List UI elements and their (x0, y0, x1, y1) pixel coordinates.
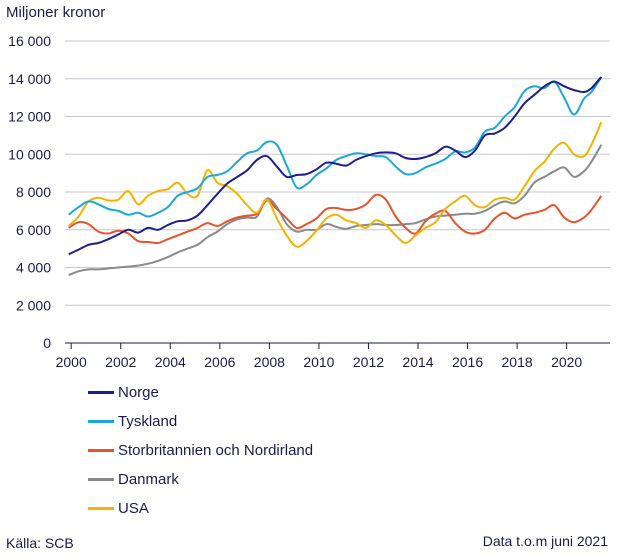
legend-item-norge: Norge (88, 378, 313, 407)
legend-label-tyskland: Tyskland (118, 413, 178, 430)
legend-swatch-usa (88, 507, 114, 510)
x-tick-label: 2020 (551, 354, 582, 370)
x-tick-label: 2016 (452, 354, 483, 370)
legend-swatch-tyskland (88, 420, 114, 423)
y-tick-label: 14 000 (8, 71, 51, 87)
x-tick-label: 2018 (502, 354, 533, 370)
y-axis-label: Miljoner kronor (6, 4, 106, 21)
series-line-norge (68, 76, 603, 256)
data-note: Data t.o.m juni 2021 (482, 533, 608, 549)
y-tick-label: 0 (43, 335, 51, 351)
legend-label-danmark: Danmark (118, 471, 179, 488)
series-line-danmark (68, 144, 603, 277)
legend-swatch-norge (88, 391, 114, 394)
legend-item-danmark: Danmark (88, 465, 313, 494)
y-tick-label: 8 000 (16, 184, 51, 200)
series-line-storbritannien (68, 193, 603, 245)
x-tick-label: 2004 (155, 354, 186, 370)
series-lines (68, 76, 603, 277)
series-line-tyskland (68, 76, 603, 218)
x-tick-label: 2014 (402, 354, 433, 370)
y-tick-label: 10 000 (8, 146, 51, 162)
legend-swatch-danmark (88, 478, 114, 481)
legend-swatch-storbritannien (88, 449, 114, 452)
x-tick-labels: 2000 2002 2004 2006 2008 2010 2012 2014 2016 2018… (56, 354, 583, 370)
legend: Norge Tyskland Storbritannien och Nordir… (88, 378, 313, 523)
x-tick-label: 2002 (105, 354, 136, 370)
legend-item-tyskland: Tyskland (88, 407, 313, 436)
line-chart: 0 2 000 4 000 6 000 8 000 10 000 12 000 14 000 1… (8, 33, 610, 370)
legend-label-storbritannien: Storbritannien och Nordirland (118, 442, 314, 459)
grid-lines (65, 40, 610, 349)
legend-item-storbritannien: Storbritannien och Nordirland (88, 436, 313, 465)
x-tick-label: 2008 (254, 354, 285, 370)
legend-label-norge: Norge (118, 384, 159, 401)
x-tick-label: 2012 (353, 354, 384, 370)
legend-item-usa: USA (88, 494, 313, 523)
x-tick-label: 2010 (303, 354, 334, 370)
y-tick-labels: 0 2 000 4 000 6 000 8 000 10 000 12 000 14 000 1… (8, 33, 51, 351)
source-text: Källa: SCB (6, 535, 74, 551)
x-tick-label: 2000 (56, 354, 87, 370)
y-tick-label: 4 000 (16, 260, 51, 276)
series-line-usa (68, 121, 603, 248)
legend-label-usa: USA (118, 500, 149, 517)
y-tick-label: 2 000 (16, 297, 51, 313)
y-tick-label: 12 000 (8, 109, 51, 125)
y-tick-label: 6 000 (16, 222, 51, 238)
y-tick-label: 16 000 (8, 33, 51, 49)
x-tick-label: 2006 (204, 354, 235, 370)
